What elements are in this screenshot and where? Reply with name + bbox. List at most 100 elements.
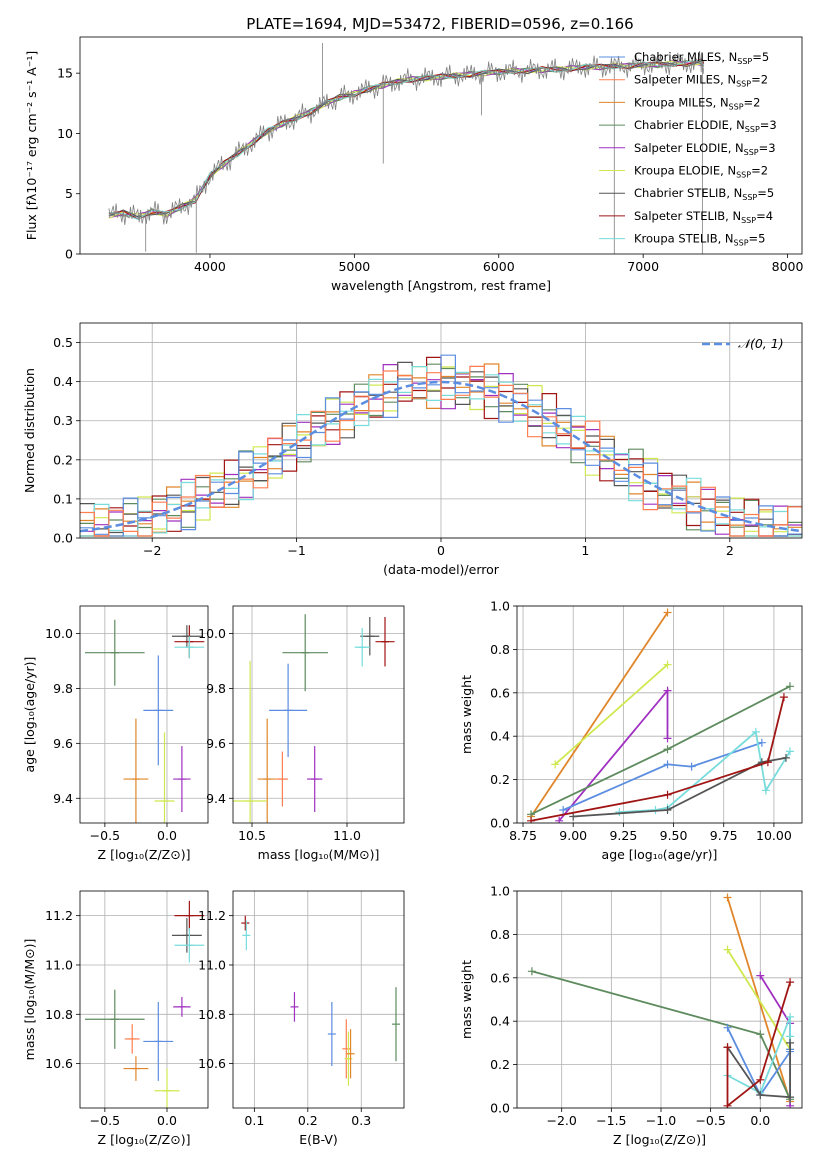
histograms [80,354,802,537]
x-tick-label: −2 [143,543,161,558]
legend-entry-8: Salpeter STELIB, NSSP=4 [634,209,773,225]
panel-age-vs-mass: 10.5 11.0 9.4 9.6 9.8 10.0 mass [log₁₀(M/M⊙)] [198,605,405,862]
x-tick-label: 0 [437,543,445,558]
y-tick-label: 10.0 [45,626,73,641]
gaussian-curve [80,380,802,533]
series-marker [723,1043,732,1052]
data-point [123,718,149,823]
x-tick-label: 7000 [627,259,659,274]
y-tick-label: 10.6 [45,1056,73,1071]
y-axis-label: mass weight [459,960,474,1039]
x-axis-label: age [log₁₀(age/yr)] [602,847,718,862]
y-tick-label: 10.6 [198,1056,226,1071]
data-point [242,920,251,951]
x-tick-label: 9.25 [609,828,637,843]
data-point [241,915,250,931]
x-tick-label: −1.5 [596,1113,626,1128]
panel-massweight-vs-Z: −2.0 −1.5 −1.0 −0.5 0.0 0.0 0.2 0.4 0.6 0.8 1.0 Z [… [459,884,803,1147]
legend-suffix: =2 [751,73,768,87]
series-line [530,611,669,818]
x-tick-label: 2 [726,543,734,558]
y-tick-label: 0.0 [490,1101,510,1116]
x-tick-label: 0.3 [351,1113,371,1128]
panel-mass-vs-EBV: 0.1 0.2 0.3 10.6 10.8 11.0 11.2 E(B-V) [198,890,405,1147]
legend-suffix: =5 [752,50,769,64]
y-tick-label: 0.0 [53,531,73,546]
data-point [124,1024,140,1054]
axes-frame [232,890,405,1109]
data-point [327,1001,336,1067]
series-marker [786,1093,795,1102]
data-point [171,918,202,953]
axes-frame [79,36,803,255]
panel-massweight-vs-age: 8.75 9.00 9.25 9.50 9.75 10.00 0.0 0.2 0.4 0.6 0.8… [459,599,803,862]
errorbar-points [241,915,400,1086]
series-marker [663,760,672,769]
legend-label: Salpeter MILES, N [634,73,736,87]
y-tick-label: 9.8 [206,681,226,696]
data-point [143,655,174,766]
y-tick-label: 0.3 [53,413,73,428]
y-axis-label: mass weight [459,675,474,754]
y-tick-label: 0.4 [490,1014,510,1029]
series-marker [551,760,560,769]
x-tick-label: −1.0 [646,1113,676,1128]
series-marker [786,1012,795,1021]
data-point [174,927,205,963]
y-tick-label: 0.4 [490,729,510,744]
legend-subscript: SSP [742,193,757,202]
panel-spectrum: 4000 5000 6000 7000 8000 0 5 10 15 wavelength [An… [24,36,804,293]
legend-suffix: =2 [751,164,768,178]
data-point [173,997,191,1017]
series-marker [779,693,788,702]
series-line [726,1042,791,1099]
data-point [307,746,323,813]
y-tick-label: 10.0 [198,626,226,641]
legend-label: Chabrier MILES, N [634,50,737,64]
y-tick-label: 0.6 [490,685,510,700]
y-tick-label: 11.0 [198,957,226,972]
series-marker [569,812,578,821]
y-tick-label: 0.8 [490,927,510,942]
legend-entry-4: Chabrier ELODIE, NSSP=3 [634,118,777,134]
axes-frame [232,605,405,824]
legend-entry-9: Kroupa STELIB, NSSP=5 [634,232,765,248]
legend-suffix: =2 [744,95,761,109]
y-tick-label: 0.4 [53,374,73,389]
series-marker [786,978,795,987]
x-tick-label: 10.00 [756,828,792,843]
x-tick-label: −1 [287,543,305,558]
legend-label: Chabrier STELIB, N [634,186,742,200]
data-point [154,1068,180,1108]
y-axis-label: Normed distribution [22,368,37,493]
series-line [726,949,791,1050]
weight-series [527,608,794,823]
data-point [360,616,380,656]
x-tick-label: −0.5 [695,1113,725,1128]
legend-subscript: SSP [741,216,756,225]
y-tick-label: 0.2 [490,1057,510,1072]
series-marker [663,686,672,695]
legend-suffix: =4 [756,209,773,223]
x-axis-label: E(B-V) [299,1132,338,1147]
legend-entry-5: Salpeter ELODIE, NSSP=3 [634,141,776,157]
x-tick-label: 10.5 [238,828,266,843]
y-tick-label: 9.8 [53,681,73,696]
data-point [123,1056,149,1081]
x-axis-label: wavelength [Angstrom, rest frame] [331,278,551,293]
panel-mass-vs-Z: −0.5 0.0 10.6 10.8 11.0 11.2 Z [log₁₀(Z/Z⊙)] ma… [22,890,209,1147]
series-marker [756,1075,765,1084]
axes-frame [79,605,209,824]
data-point [174,900,205,931]
series-marker [663,790,672,799]
legend-subscript: SSP [737,57,752,66]
legend-entry-7: Chabrier STELIB, NSSP=5 [634,186,774,202]
series-marker [761,786,770,795]
observed-spectrum-line [108,51,704,225]
series-marker [527,967,536,976]
legend-subscript: SSP [745,125,760,134]
series-marker [663,734,672,743]
errorbar-points [84,619,205,823]
series-marker [555,816,564,823]
